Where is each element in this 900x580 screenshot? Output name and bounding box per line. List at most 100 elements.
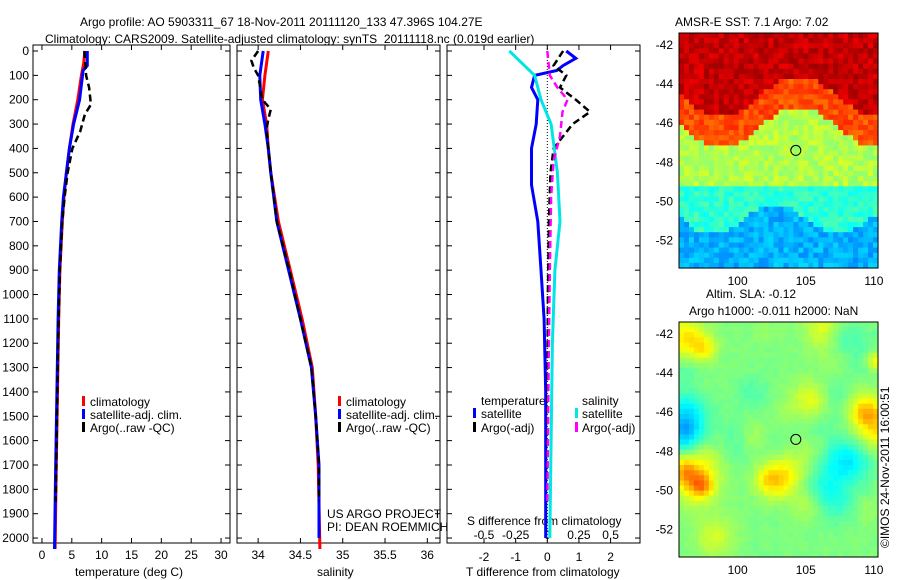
- map-cell: [693, 84, 700, 90]
- map-cell: [689, 211, 695, 218]
- map-cell: [783, 383, 790, 389]
- map-cell: [803, 140, 809, 146]
- map-cell: [768, 388, 775, 395]
- map-cell: [684, 109, 690, 116]
- map-cell: [713, 541, 720, 548]
- map-cell: [793, 109, 799, 116]
- map-cell: [848, 465, 854, 471]
- map-cell: [848, 429, 854, 435]
- map-cell: [853, 531, 859, 538]
- map-cell: [723, 327, 730, 333]
- map-cell: [853, 114, 859, 121]
- map-cell: [873, 216, 879, 223]
- map-cell: [689, 347, 695, 354]
- y-tick-label: 200: [9, 93, 29, 107]
- map-cell: [738, 125, 745, 131]
- map-cell: [853, 429, 859, 435]
- map-cell: [823, 393, 829, 400]
- map-cell: [763, 53, 770, 60]
- map-cell: [763, 43, 770, 49]
- map-cell: [788, 119, 795, 126]
- map-cell: [738, 454, 745, 461]
- map-cell: [873, 125, 879, 131]
- map-cell: [689, 222, 695, 228]
- map-cell: [873, 546, 879, 553]
- map-cell: [813, 227, 819, 233]
- map-cell: [818, 526, 824, 532]
- map-cell: [748, 439, 755, 446]
- map-cell: [803, 38, 809, 44]
- map-cell: [708, 454, 715, 461]
- map-cell: [863, 130, 869, 136]
- map-cell: [778, 424, 785, 430]
- map-cell: [803, 505, 809, 512]
- map-cell: [783, 414, 790, 420]
- map-cell: [868, 114, 874, 121]
- map-cell: [763, 73, 770, 80]
- map-cell: [858, 165, 864, 172]
- legend-t-argo: Argo(-adj): [481, 421, 534, 435]
- map-cell: [689, 454, 695, 461]
- map-cell: [823, 73, 829, 80]
- map-cell: [863, 181, 869, 187]
- map-cell: [808, 357, 814, 364]
- map-cell: [793, 33, 799, 39]
- map-cell: [748, 475, 755, 481]
- map-cell: [689, 196, 695, 203]
- diff-legend: temperature salinity satellite Argo(-adj…: [473, 394, 635, 435]
- map-cell: [838, 342, 844, 349]
- map-cell: [813, 500, 819, 507]
- map-cell: [708, 475, 715, 481]
- map-cell: [679, 347, 685, 354]
- map-cell: [753, 53, 760, 60]
- map-cell: [723, 414, 730, 420]
- map-cell: [728, 196, 735, 203]
- map-cell: [823, 531, 829, 538]
- map-cell: [708, 419, 715, 425]
- map-cell: [679, 73, 685, 80]
- map-cell: [713, 170, 720, 177]
- map-cell: [713, 511, 720, 517]
- map-cell: [798, 196, 804, 203]
- map-cell: [713, 216, 720, 223]
- map-cell: [733, 536, 740, 543]
- map-cell: [843, 160, 849, 167]
- map-cell: [833, 130, 839, 136]
- map-cell: [773, 227, 780, 233]
- map-cell: [689, 73, 695, 80]
- map-cell: [833, 247, 839, 254]
- legend-label: climatology: [346, 395, 406, 409]
- map-cell: [698, 373, 705, 379]
- map-cell: [793, 68, 799, 75]
- map-cell: [863, 211, 869, 218]
- map-cell: [808, 33, 814, 39]
- map-cell: [738, 186, 745, 192]
- map-cell: [778, 38, 785, 44]
- map-cell: [728, 403, 735, 410]
- map-cell: [828, 398, 834, 405]
- map-cell: [723, 104, 730, 111]
- map-cell: [763, 125, 770, 131]
- map-cell: [843, 449, 849, 456]
- map-cell: [718, 84, 725, 90]
- map-cell: [818, 531, 824, 538]
- map-cell: [798, 368, 804, 374]
- map-cell: [733, 424, 740, 430]
- map-cell: [818, 419, 824, 425]
- map-cell: [743, 424, 750, 430]
- map-cell: [708, 38, 715, 44]
- map-cell: [768, 262, 775, 269]
- map-cell: [703, 398, 710, 405]
- map-cell: [718, 434, 725, 441]
- map-cell: [763, 470, 770, 476]
- map-cell: [813, 490, 819, 497]
- map-cell: [798, 337, 804, 343]
- map-cell: [708, 94, 715, 100]
- map-cell: [823, 352, 829, 359]
- map-cell: [778, 480, 785, 487]
- map-cell: [843, 79, 849, 85]
- map-cell: [723, 342, 730, 349]
- map-cell: [763, 119, 770, 126]
- map-cell: [833, 454, 839, 461]
- map-cell: [788, 500, 795, 507]
